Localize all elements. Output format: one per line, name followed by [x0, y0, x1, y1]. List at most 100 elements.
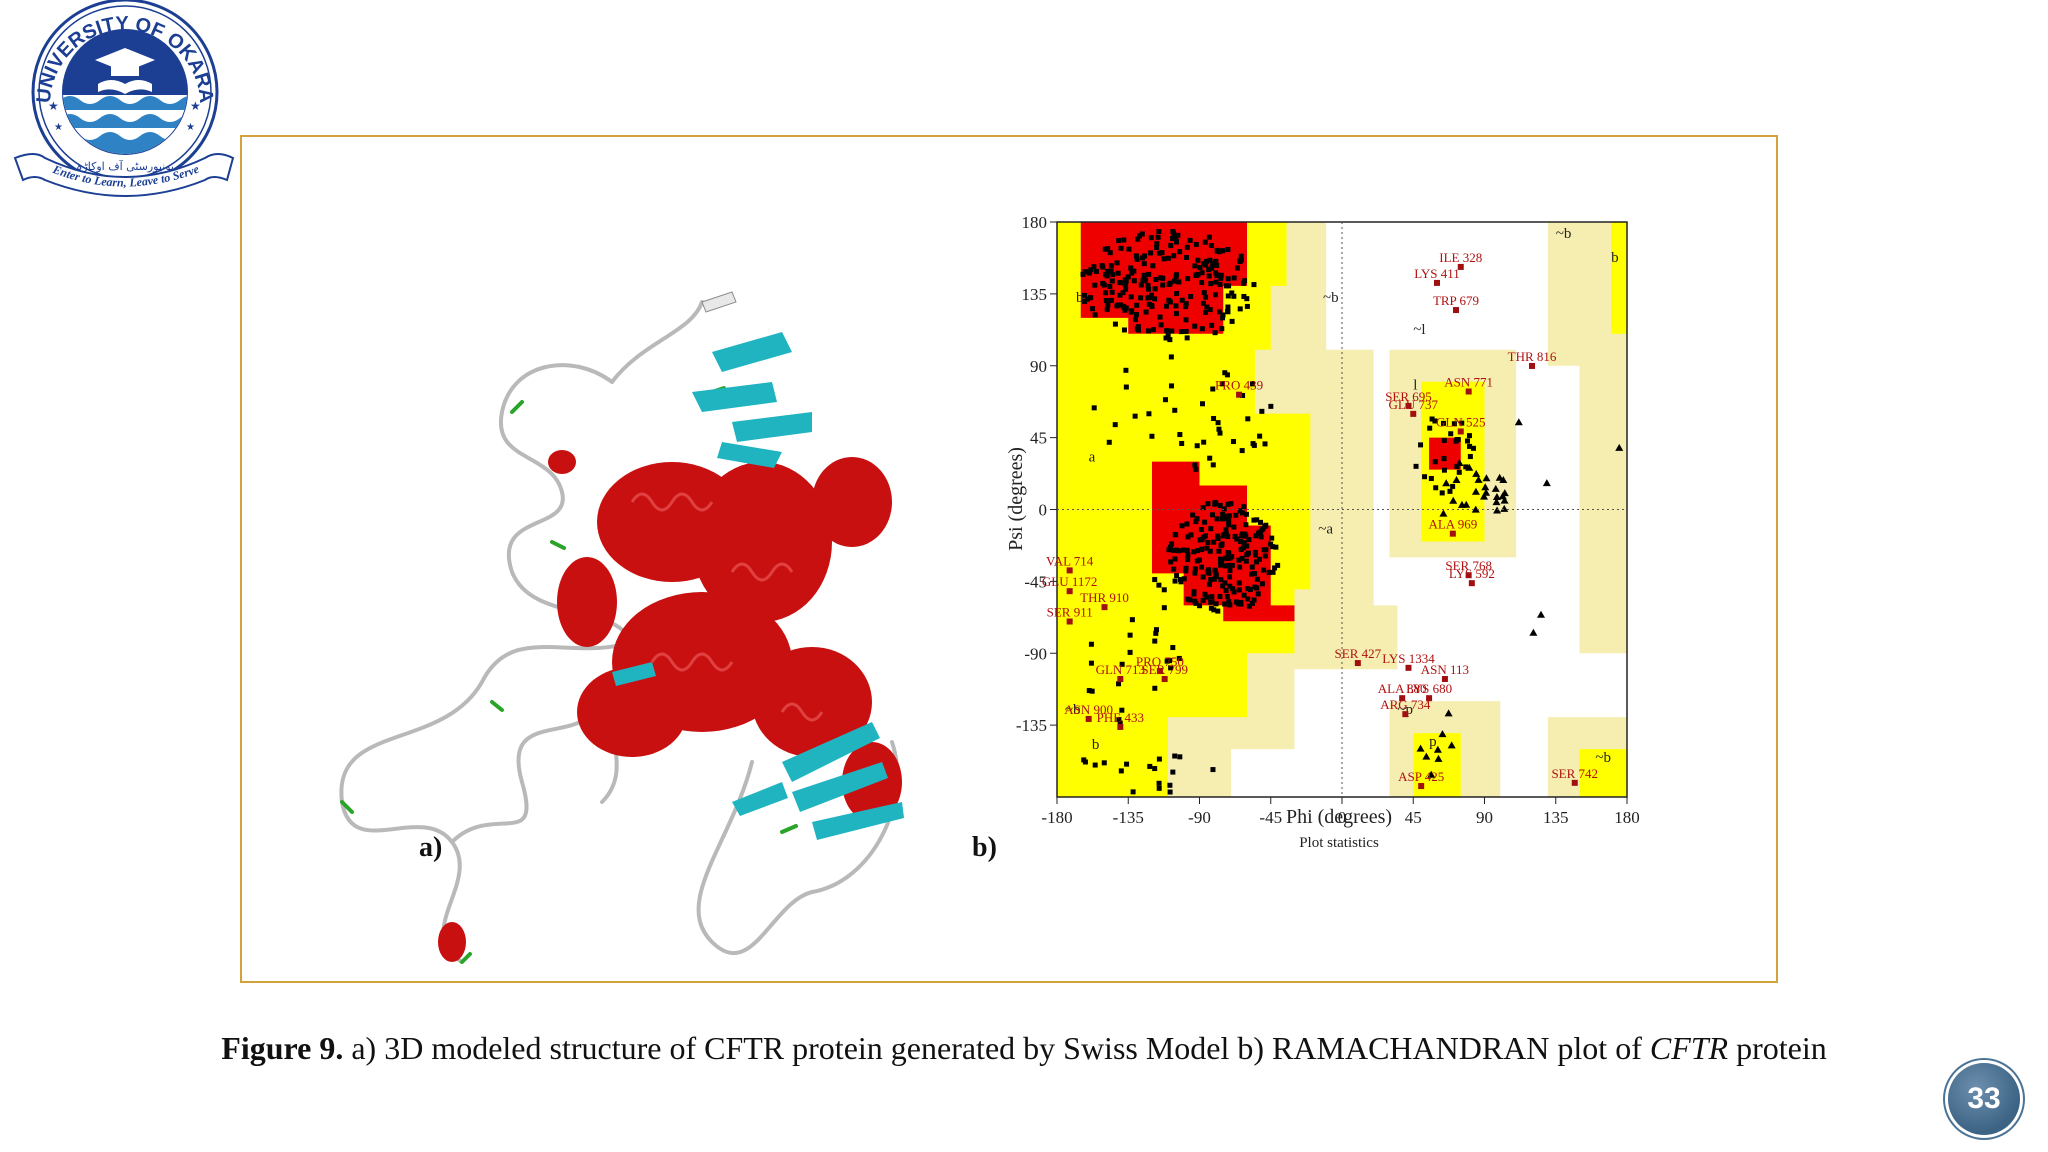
residue-point	[1089, 688, 1095, 694]
residue-point	[1215, 420, 1221, 426]
residue-point	[1107, 250, 1113, 256]
residue-point	[1112, 422, 1118, 428]
residue-point	[1195, 548, 1201, 554]
residue-point	[1220, 533, 1226, 539]
residue-point	[1251, 517, 1257, 523]
residue-point	[1161, 587, 1167, 593]
residue-point	[1226, 518, 1232, 524]
residue-point	[1200, 597, 1206, 603]
residue-point	[1124, 761, 1130, 767]
residue-point	[1092, 282, 1098, 288]
residue-point	[1169, 541, 1175, 547]
region-allowed	[1579, 749, 1627, 797]
outlier-label: ASN 771	[1444, 375, 1493, 390]
y-tick-label: -135	[1016, 716, 1047, 735]
residue-point	[1238, 253, 1244, 259]
residue-point	[1205, 539, 1211, 545]
residue-point	[1214, 263, 1220, 269]
residue-point	[1093, 268, 1099, 274]
residue-point	[1162, 397, 1168, 403]
residue-point	[1254, 576, 1260, 582]
residue-point	[1203, 262, 1209, 268]
residue-point	[1177, 249, 1183, 255]
residue-point	[1212, 499, 1218, 505]
residue-point	[1103, 290, 1109, 296]
residue-point	[1141, 277, 1147, 283]
outlier-label: LYS 1334	[1382, 651, 1435, 666]
residue-point	[1145, 282, 1151, 288]
residue-point	[1227, 574, 1233, 580]
residue-point	[1225, 304, 1231, 310]
residue-point	[1154, 244, 1160, 250]
residue-point	[1217, 593, 1223, 599]
residue-point	[1223, 527, 1229, 533]
residue-point	[1236, 557, 1242, 563]
residue-point	[1177, 754, 1183, 760]
residue-point	[1245, 550, 1251, 556]
glycine-point	[1482, 474, 1491, 482]
residue-point	[1258, 534, 1264, 540]
residue-point	[1251, 597, 1257, 603]
residue-point	[1240, 280, 1246, 286]
residue-point	[1199, 401, 1205, 407]
residue-point	[1156, 582, 1162, 588]
residue-point	[1465, 438, 1471, 444]
residue-point	[1184, 335, 1190, 341]
glycine-point	[1455, 459, 1464, 467]
residue-point	[1163, 303, 1169, 309]
outlier-point	[1457, 263, 1464, 270]
residue-point	[1208, 526, 1214, 532]
residue-point	[1120, 303, 1126, 309]
glycine-point	[1471, 505, 1480, 513]
outlier-label: GLU 1172	[1042, 574, 1098, 589]
residue-point	[1273, 544, 1279, 550]
residue-point	[1216, 309, 1222, 315]
residue-point	[1200, 505, 1206, 511]
residue-point	[1178, 577, 1184, 583]
residue-point	[1172, 753, 1178, 759]
x-tick-label: 180	[1614, 808, 1640, 827]
residue-point	[1202, 591, 1208, 597]
ramachandran-plot: -180 -135 -90 -45 0 45 90 135 180 180 135 90 45 0 -45 -…	[1005, 213, 1640, 851]
residue-point	[1091, 405, 1097, 411]
residue-point	[1183, 565, 1189, 571]
residue-point	[1257, 433, 1263, 439]
residue-point	[1198, 546, 1204, 552]
residue-point	[1117, 292, 1123, 298]
residue-point	[1122, 277, 1128, 283]
residue-point	[1422, 474, 1428, 480]
glycine-point	[1434, 754, 1443, 762]
residue-point	[1208, 242, 1214, 248]
residue-point	[1218, 562, 1224, 568]
page-number: 33	[1948, 1063, 2020, 1135]
residue-point	[1234, 265, 1240, 271]
residue-point	[1429, 416, 1435, 422]
residue-point	[1211, 607, 1217, 613]
residue-point	[1231, 524, 1237, 530]
outlier-label: PRO 750	[1136, 654, 1184, 669]
glycine-point	[1529, 628, 1538, 636]
residue-point	[1459, 420, 1465, 426]
residue-point	[1180, 547, 1186, 553]
residue-point	[1126, 246, 1132, 252]
residue-point	[1239, 555, 1245, 561]
residue-point	[1209, 265, 1215, 271]
residue-point	[1116, 681, 1122, 687]
outlier-label: ILE 328	[1439, 250, 1482, 265]
residue-point	[1165, 332, 1171, 338]
residue-point	[1168, 354, 1174, 360]
residue-point	[1202, 519, 1208, 525]
outlier-point	[1236, 391, 1243, 398]
residue-point	[1231, 275, 1237, 281]
residue-point	[1206, 273, 1212, 279]
ramachandran-points	[1080, 229, 1624, 795]
residue-point	[1467, 454, 1473, 460]
residue-point	[1159, 250, 1165, 256]
residue-point	[1149, 303, 1155, 309]
residue-point	[1466, 433, 1472, 439]
outlier-label: SER 695	[1385, 389, 1432, 404]
residue-point	[1153, 630, 1159, 636]
residue-point	[1178, 329, 1184, 335]
caption-text-1: a) 3D modeled structure of CFTR protein …	[343, 1030, 1650, 1066]
